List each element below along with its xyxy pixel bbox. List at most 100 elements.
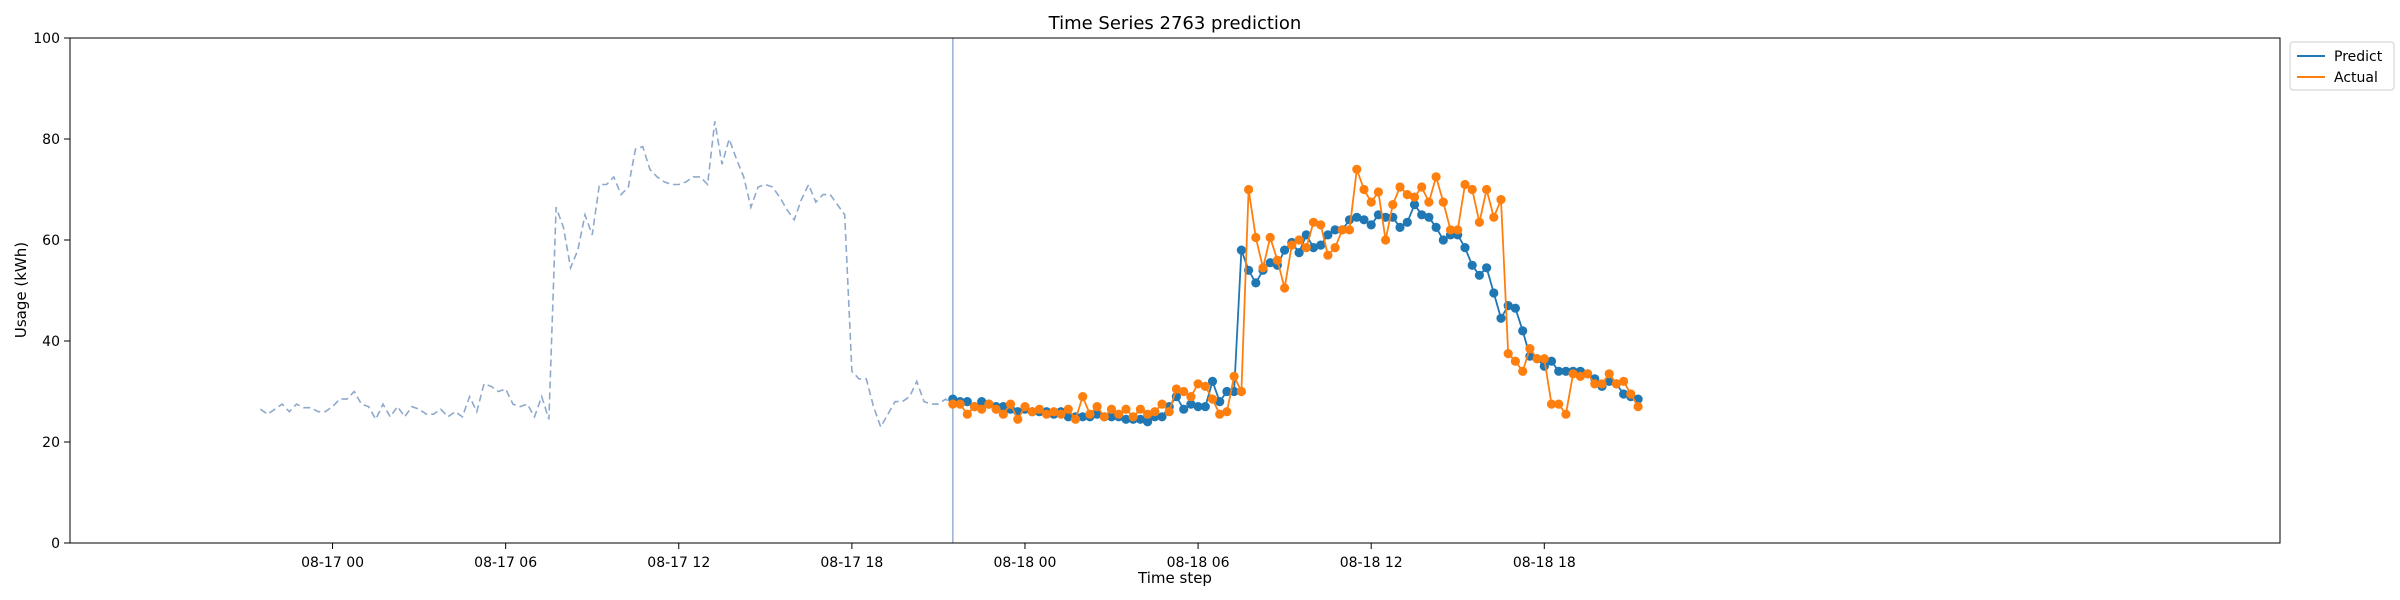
actual-point <box>1164 407 1174 417</box>
actual-point <box>1244 184 1254 195</box>
predict-point <box>1489 288 1499 298</box>
actual-point <box>1099 412 1109 422</box>
x-tick-label: 08-18 00 <box>993 555 1056 571</box>
predict-point <box>1143 417 1153 427</box>
actual-point <box>1424 197 1434 207</box>
actual-point <box>1222 407 1232 417</box>
actual-point <box>1121 404 1131 414</box>
actual-point <box>1106 404 1117 414</box>
actual-point <box>1034 404 1044 414</box>
y-tick-label: 100 <box>33 31 60 47</box>
actual-point <box>1575 371 1585 381</box>
y-tick-label: 80 <box>42 132 60 148</box>
predict-point <box>1474 270 1484 280</box>
actual-point <box>962 409 972 419</box>
actual-point <box>1359 184 1369 195</box>
actual-point <box>1179 386 1189 397</box>
actual-point <box>1150 407 1160 417</box>
predict-point <box>1157 412 1167 422</box>
actual-point <box>1020 402 1030 412</box>
actual-point <box>1503 349 1513 359</box>
predict-point <box>1215 397 1225 407</box>
predict-point <box>1546 356 1557 366</box>
actual-point <box>1539 354 1549 364</box>
actual-point <box>1510 356 1520 366</box>
predict-point <box>1402 217 1412 227</box>
predict-point <box>1121 414 1131 424</box>
plot-area <box>259 38 1643 543</box>
actual-point <box>1431 172 1441 182</box>
plot-frame <box>69 37 2281 544</box>
series-actual <box>948 164 1643 424</box>
predict-point <box>1604 376 1614 386</box>
predict-point <box>1395 222 1405 232</box>
actual-point <box>1236 386 1246 397</box>
actual-point <box>1157 399 1167 409</box>
actual-point <box>1049 407 1059 417</box>
y-tick-label: 0 <box>51 536 60 552</box>
actual-point <box>1186 392 1196 402</box>
actual-point <box>1005 399 1016 409</box>
predict-point <box>1417 210 1427 220</box>
actual-point <box>1482 184 1492 195</box>
actual-point <box>1546 399 1557 409</box>
actual-point <box>1373 187 1383 197</box>
history-line <box>259 121 961 429</box>
predict-point <box>1323 230 1333 240</box>
predict-point <box>1063 412 1073 422</box>
actual-point <box>1561 409 1571 419</box>
actual-point <box>1171 384 1181 394</box>
actual-point <box>1554 399 1564 409</box>
predict-point <box>1280 245 1290 255</box>
y-tick-label: 60 <box>42 233 60 249</box>
actual-point <box>1445 225 1456 235</box>
actual-point <box>1330 243 1340 253</box>
predict-point <box>1518 326 1528 336</box>
actual-point <box>1604 369 1614 379</box>
actual-point <box>1474 217 1484 227</box>
actual-point <box>1518 366 1528 376</box>
predict-point <box>1294 248 1304 258</box>
actual-point <box>1215 409 1225 419</box>
actual-point <box>1633 402 1643 412</box>
predict-point <box>1619 389 1629 399</box>
actual-point <box>1626 389 1636 399</box>
x-axis-title: Time step <box>1137 569 1212 587</box>
predict-point <box>1265 258 1275 268</box>
actual-point <box>969 402 980 412</box>
actual-point <box>1287 240 1297 250</box>
actual-point <box>1438 197 1448 207</box>
predict-point <box>1222 386 1232 397</box>
predict-point <box>1092 409 1102 419</box>
actual-point <box>1619 376 1629 386</box>
predict-point <box>1078 412 1088 422</box>
actual-point <box>1323 250 1333 260</box>
actual-point <box>1063 404 1073 414</box>
actual-point <box>1409 192 1420 202</box>
actual-point <box>1078 392 1088 402</box>
actual-point <box>998 409 1008 419</box>
actual-point <box>1381 235 1391 245</box>
predict-point <box>1460 243 1470 253</box>
y-axis: 0 20 40 60 80 100 <box>33 31 70 552</box>
x-tick-label: 08-17 00 <box>301 555 364 571</box>
actual-point <box>1229 371 1239 381</box>
predict-point <box>1438 235 1448 245</box>
predict-point <box>1482 263 1492 273</box>
actual-point <box>1460 179 1470 190</box>
actual-point <box>1265 232 1275 243</box>
actual-point <box>1042 409 1052 419</box>
actual-point <box>1583 369 1593 379</box>
legend-actual-label: Actual <box>2334 70 2378 86</box>
x-tick-label: 08-18 06 <box>1167 555 1230 571</box>
actual-point <box>1337 225 1347 235</box>
actual-point <box>1467 184 1477 195</box>
y-tick-label: 40 <box>42 334 60 350</box>
predict-point <box>977 397 987 407</box>
y-tick-label: 20 <box>42 435 60 451</box>
actual-point <box>1013 414 1023 424</box>
legend: Predict Actual <box>2289 41 2395 91</box>
actual-point <box>1611 379 1621 389</box>
actual-point <box>991 404 1001 414</box>
